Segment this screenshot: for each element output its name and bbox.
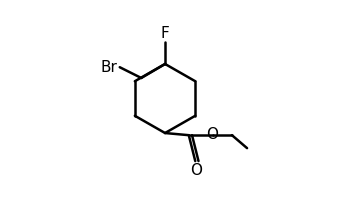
Text: O: O — [190, 163, 202, 178]
Text: O: O — [206, 127, 219, 142]
Text: F: F — [161, 26, 169, 41]
Text: Br: Br — [101, 60, 117, 75]
